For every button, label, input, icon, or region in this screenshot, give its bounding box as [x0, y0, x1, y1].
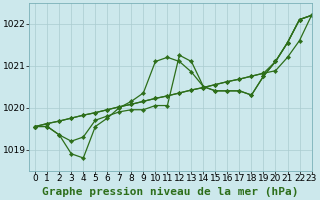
X-axis label: Graphe pression niveau de la mer (hPa): Graphe pression niveau de la mer (hPa) [42, 187, 299, 197]
